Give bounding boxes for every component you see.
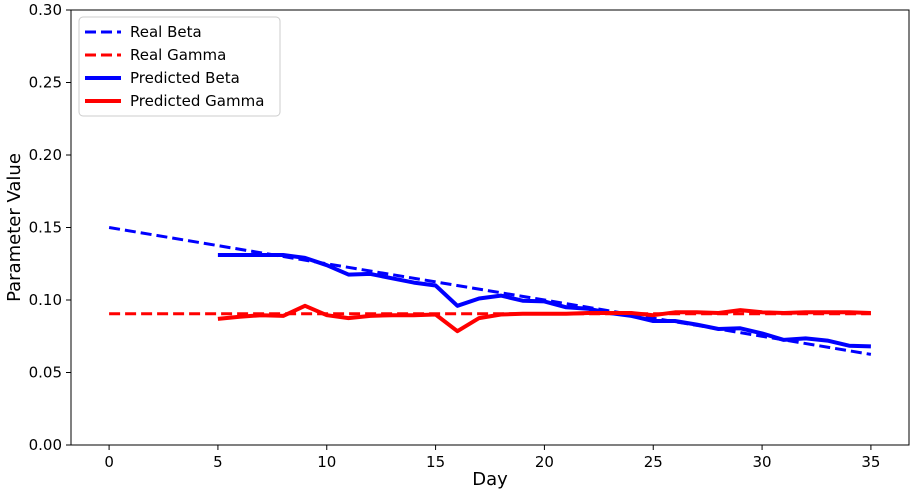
x-tick-label: 0 (104, 453, 114, 471)
series-predicted-gamma-line (217, 303, 871, 334)
x-tick-label: 10 (317, 453, 336, 471)
y-tick-label: 0.25 (29, 74, 62, 92)
legend-label-real-beta: Real Beta (130, 23, 202, 41)
x-axis-label: Day (472, 469, 508, 490)
y-tick-label: 0.00 (29, 436, 62, 454)
x-tick-label: 5 (213, 453, 223, 471)
legend-label-real-gamma: Real Gamma (130, 46, 226, 64)
x-tick-label: 15 (426, 453, 445, 471)
y-axis-label: Parameter Value (4, 153, 25, 302)
legend: Real Beta Real Gamma Predicted Beta Predict… (78, 16, 281, 117)
plot-layer (108, 226, 872, 356)
series-real-beta-line (108, 226, 872, 356)
legend-box (78, 16, 281, 117)
y-tick-label: 0.20 (29, 146, 62, 164)
x-tick-label: 35 (861, 453, 880, 471)
legend-label-predicted-beta: Predicted Beta (130, 69, 240, 87)
y-tick-label: 0.10 (29, 291, 62, 309)
legend-label-predicted-gamma: Predicted Gamma (130, 92, 264, 110)
y-tick-label: 0.30 (29, 1, 62, 19)
x-tick-label: 30 (753, 453, 772, 471)
y-tick-label: 0.15 (29, 219, 62, 237)
axes-layer: 0 5 10 15 20 25 30 35 0.00 0.05 0.10 0.15 0.20 0.25 0.… (29, 1, 881, 471)
series-predicted-beta-line (217, 253, 871, 349)
x-tick-label: 20 (535, 453, 554, 471)
y-tick-label: 0.05 (29, 364, 62, 382)
x-tick-label: 25 (644, 453, 663, 471)
